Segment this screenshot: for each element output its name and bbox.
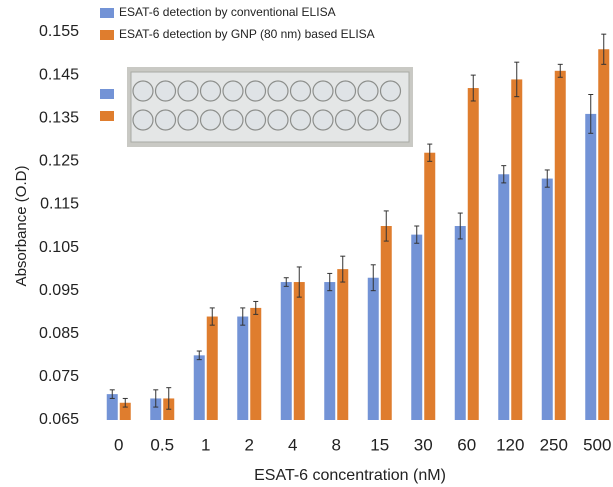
x-tick-label: 250 <box>540 435 568 454</box>
x-tick-label: 500 <box>583 435 611 454</box>
bar <box>498 174 509 420</box>
x-tick-label: 1 <box>201 435 210 454</box>
plate-well <box>268 110 288 130</box>
bar <box>368 278 379 420</box>
x-axis-title: ESAT-6 concentration (nM) <box>254 467 446 484</box>
bar <box>207 317 218 420</box>
plate-well <box>336 81 356 101</box>
y-tick-label: 0.105 <box>39 239 79 256</box>
plate-well <box>223 110 243 130</box>
plate-well <box>358 81 378 101</box>
bar <box>381 226 392 420</box>
plate-well <box>358 110 378 130</box>
plate-well <box>133 110 153 130</box>
plate-well <box>291 81 311 101</box>
y-tick-label: 0.075 <box>39 368 79 385</box>
y-tick-label: 0.135 <box>39 109 79 126</box>
bar <box>598 49 609 420</box>
bar <box>194 355 205 420</box>
plate-well <box>246 110 266 130</box>
bar <box>555 71 566 420</box>
bar <box>455 226 466 420</box>
plate-well <box>246 81 266 101</box>
bar <box>324 282 335 420</box>
bar <box>281 282 292 420</box>
legend-label: ESAT-6 detection by conventional ELISA <box>119 5 336 19</box>
y-tick-label: 0.065 <box>39 411 79 428</box>
y-tick-label: 0.155 <box>39 23 79 40</box>
plate-photo <box>127 67 413 147</box>
bar <box>237 317 248 420</box>
bar <box>424 153 435 420</box>
legend-swatch <box>100 8 114 18</box>
plate-well <box>268 81 288 101</box>
plate-well <box>313 110 333 130</box>
y-tick-label: 0.115 <box>40 196 79 213</box>
bar <box>542 179 553 420</box>
plate-well <box>291 110 311 130</box>
plate-well <box>201 81 221 101</box>
x-tick-label: 30 <box>414 435 433 454</box>
plate-well <box>313 81 333 101</box>
x-tick-label: 2 <box>245 435 254 454</box>
x-tick-label: 4 <box>288 435 297 454</box>
bar <box>585 114 596 420</box>
bar <box>250 308 261 420</box>
x-tick-label: 15 <box>370 435 389 454</box>
legend-swatch-extra <box>100 89 114 99</box>
plate-well <box>223 81 243 101</box>
bar <box>511 79 522 420</box>
bar <box>337 269 348 420</box>
x-tick-label: 120 <box>496 435 524 454</box>
legend-swatch-extra <box>100 111 114 121</box>
x-tick-label: 0 <box>114 435 123 454</box>
y-tick-label: 0.085 <box>39 325 79 342</box>
x-tick-label: 8 <box>332 435 341 454</box>
x-tick-label: 60 <box>457 435 476 454</box>
plate-well <box>156 110 176 130</box>
plate-well <box>156 81 176 101</box>
chart: Absorbance (O.D) ESAT-6 concentration (n… <box>0 0 613 487</box>
plate-well <box>381 110 401 130</box>
bar <box>468 88 479 420</box>
y-tick-label: 0.145 <box>39 66 79 83</box>
y-tick-label: 0.095 <box>39 282 79 299</box>
y-axis-title: Absorbance (O.D) <box>13 166 30 287</box>
bar <box>411 235 422 420</box>
plate-well <box>178 81 198 101</box>
plate-well <box>133 81 153 101</box>
plate-well <box>381 81 401 101</box>
bar <box>294 282 305 420</box>
y-tick-label: 0.125 <box>39 153 79 170</box>
x-tick-label: 0.5 <box>150 435 174 454</box>
plate-well <box>201 110 221 130</box>
plate-well <box>336 110 356 130</box>
legend-label: ESAT-6 detection by GNP (80 nm) based EL… <box>119 27 375 41</box>
legend-swatch <box>100 30 114 40</box>
plate-well <box>178 110 198 130</box>
